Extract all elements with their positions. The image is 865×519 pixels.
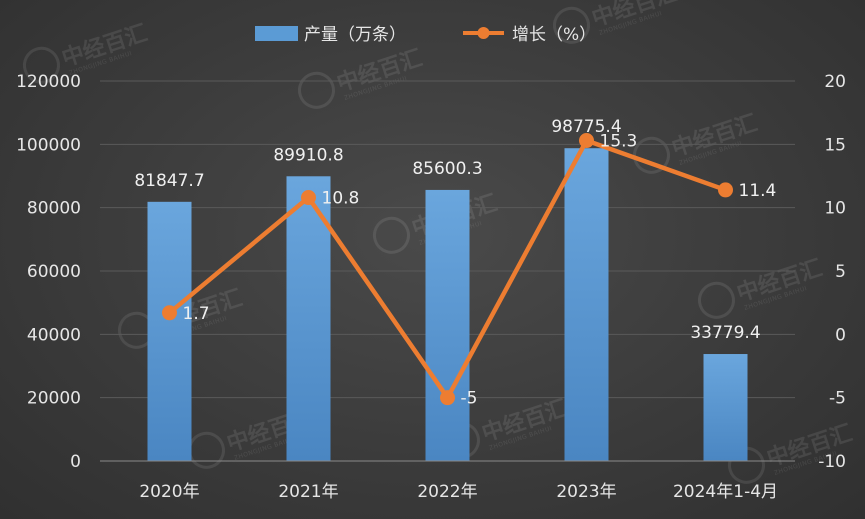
x-tick-label: 2023年 bbox=[556, 482, 616, 502]
y-left-tick-label: 100000 bbox=[16, 135, 81, 155]
line-point bbox=[718, 182, 733, 198]
watermark-emblem bbox=[22, 46, 60, 84]
bar-data-label: 85600.3 bbox=[412, 159, 482, 179]
y-right-tick-label: 5 bbox=[835, 262, 846, 282]
y-left-tick-label: 20000 bbox=[27, 389, 81, 409]
axis-layer: 0 20000 40000 60000 80000 100000 120000 -10 -5 0 5… bbox=[16, 72, 846, 502]
label-layer: 81847.7 89910.8 85600.3 98775.4 33779.4 1.7 10… bbox=[134, 117, 776, 408]
line-data-label: 1.7 bbox=[183, 304, 210, 324]
bar-data-label: 81847.7 bbox=[134, 171, 204, 191]
bar bbox=[286, 176, 331, 461]
line-point bbox=[301, 190, 316, 206]
line-layer bbox=[162, 133, 733, 406]
y-right-tick-label: -10 bbox=[818, 452, 846, 472]
bar-data-label: 89910.8 bbox=[273, 145, 343, 165]
watermark-text: 中经百汇 bbox=[589, 0, 681, 32]
y-right-tick-label: 15 bbox=[824, 135, 846, 155]
y-right-tick-label: 20 bbox=[824, 72, 846, 92]
y-left-tick-label: 120000 bbox=[16, 72, 81, 92]
watermark-emblem bbox=[632, 136, 670, 174]
y-right-tick-label: -5 bbox=[829, 389, 846, 409]
line-point bbox=[579, 133, 594, 149]
legend: 产量（万条） 增长（%） bbox=[255, 25, 596, 45]
watermark-emblem bbox=[697, 281, 735, 319]
x-tick-label: 2020年 bbox=[139, 482, 199, 502]
legend-bar-label: 产量（万条） bbox=[304, 25, 406, 45]
legend-line-marker bbox=[477, 27, 490, 39]
bar-data-label: 98775.4 bbox=[551, 117, 621, 137]
y-left-tick-label: 40000 bbox=[27, 325, 81, 345]
line-point bbox=[440, 390, 455, 406]
y-left-tick-label: 0 bbox=[70, 452, 81, 472]
x-tick-label: 2022年 bbox=[417, 482, 477, 502]
watermark-emblem bbox=[552, 6, 590, 44]
legend-line-label: 增长（%） bbox=[512, 25, 596, 45]
y-left-tick-label: 60000 bbox=[27, 262, 81, 282]
x-tick-label: 2024年1-4月 bbox=[673, 482, 778, 502]
bar bbox=[147, 201, 192, 461]
bar-data-label: 33779.4 bbox=[690, 323, 760, 343]
line-data-label: 11.4 bbox=[739, 181, 777, 201]
line-data-label: -5 bbox=[461, 389, 478, 409]
bar bbox=[564, 148, 609, 461]
bar-layer bbox=[147, 148, 748, 462]
bar bbox=[425, 189, 470, 462]
watermark-emblem bbox=[297, 71, 335, 109]
y-left-tick-label: 80000 bbox=[27, 199, 81, 219]
y-right-tick-label: 0 bbox=[835, 325, 846, 345]
line-data-label: 10.8 bbox=[322, 189, 360, 209]
line-data-label: 15.3 bbox=[600, 132, 638, 152]
legend-bar-swatch bbox=[255, 26, 298, 41]
x-tick-label: 2021年 bbox=[278, 482, 338, 502]
watermark-emblem bbox=[372, 216, 410, 254]
bar bbox=[703, 354, 748, 461]
y-right-tick-label: 10 bbox=[824, 199, 846, 219]
line-point bbox=[162, 305, 177, 321]
